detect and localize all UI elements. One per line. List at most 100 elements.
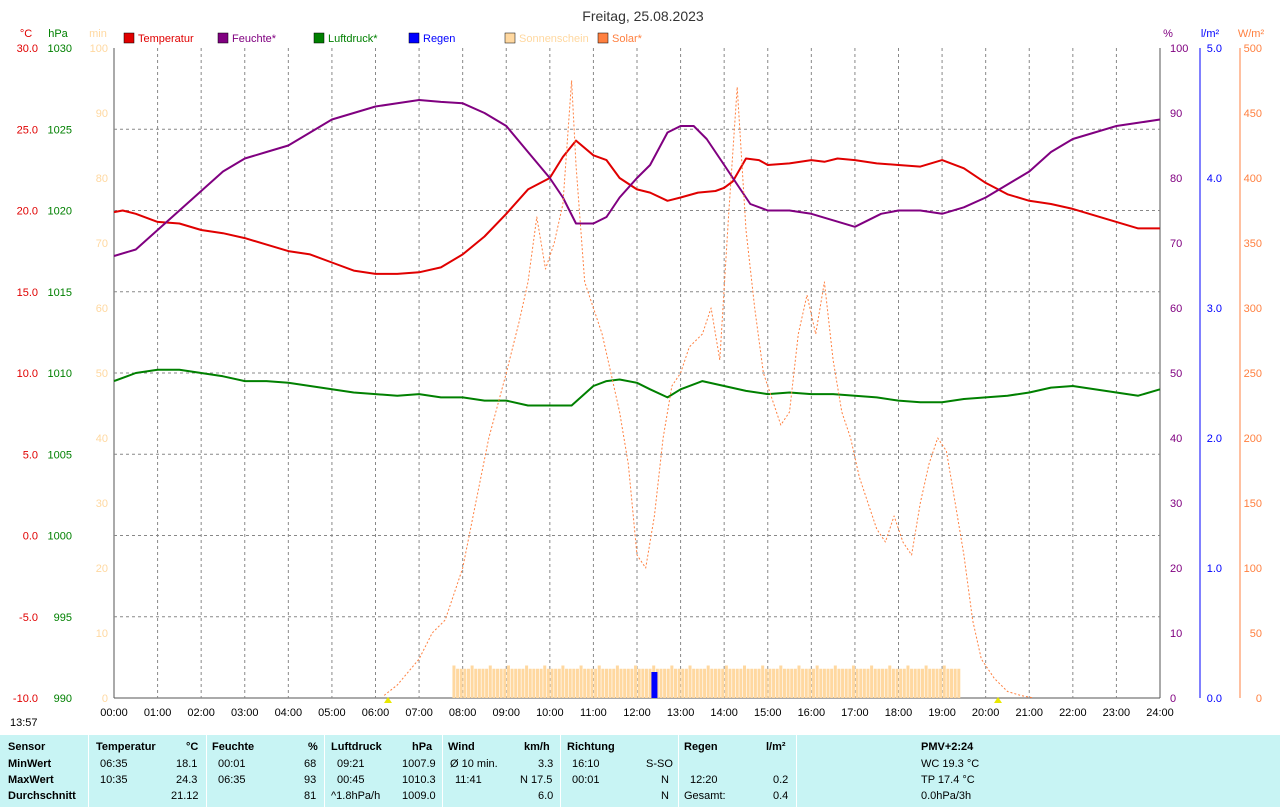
tick-label-solar: 300	[1244, 303, 1262, 315]
max-richt-val: N	[661, 774, 669, 786]
tick-label-x: 08:00	[449, 707, 477, 719]
sunshine-bar	[851, 665, 855, 698]
series-lines	[113, 80, 1161, 699]
tick-label-x: 13:00	[667, 707, 695, 719]
tick-label-pressure: 1015	[48, 287, 72, 299]
sunshine-bar	[459, 668, 463, 698]
sunshine-bar	[884, 668, 888, 698]
tick-label-x: 02:00	[187, 707, 215, 719]
header-pmv: PMV+2:24	[921, 741, 974, 753]
sunshine-bar	[695, 668, 699, 698]
avg-richt-val: N	[661, 790, 669, 802]
tick-label-x: 21:00	[1015, 707, 1043, 719]
max-temp-time: 10:35	[100, 774, 128, 786]
sunshine-bar	[855, 668, 859, 698]
sunshine-bar	[877, 668, 881, 698]
max-druck-val: 1010.3	[402, 774, 436, 786]
tick-label-sunshine: 90	[96, 108, 108, 120]
axis-unit-temp: °C	[20, 28, 32, 40]
sunshine-bar	[586, 668, 590, 698]
row-avg-label: Durchschnitt	[8, 790, 76, 802]
tick-label-solar: 250	[1244, 368, 1262, 380]
tick-label-x: 24:00	[1146, 707, 1174, 719]
sunrise-marker	[384, 697, 392, 703]
tick-label-x: 12:00	[623, 707, 651, 719]
row-max-label: MaxWert	[8, 774, 54, 786]
tick-label-humidity: 0	[1170, 693, 1176, 705]
max-druck-time: 00:45	[337, 774, 365, 786]
sunshine-bar	[706, 665, 710, 698]
sunshine-bar	[681, 668, 685, 698]
max-richt-time: 00:01	[572, 774, 600, 786]
legend-label: Solar*	[612, 33, 643, 45]
sunshine-bar	[590, 668, 594, 698]
max-wind-time: 11:41	[455, 774, 482, 786]
tick-label-humidity: 80	[1170, 173, 1182, 185]
sunshine-bar	[575, 668, 579, 698]
tick-label-sunshine: 30	[96, 498, 108, 510]
sunshine-bar	[710, 668, 714, 698]
tick-label-pressure: 1005	[48, 449, 72, 461]
tick-label-solar: 50	[1250, 628, 1262, 640]
sunshine-bar	[946, 668, 950, 698]
tick-label-x: 10:00	[536, 707, 564, 719]
sunshine-bar	[510, 668, 514, 698]
header-wind-unit: km/h	[524, 741, 550, 753]
sunshine-bar	[644, 668, 648, 698]
tick-label-pressure: 990	[54, 693, 72, 705]
sunshine-bar	[902, 668, 906, 698]
chart-title: Freitag, 25.08.2023	[582, 8, 704, 24]
sunshine-bar	[528, 668, 532, 698]
sunshine-bar	[812, 668, 816, 698]
tick-label-sunshine: 10	[96, 628, 108, 640]
tick-label-temp: 5.0	[23, 449, 38, 461]
sunshine-bar	[561, 665, 565, 698]
sunshine-bar	[743, 665, 747, 698]
sunshine-bar	[470, 665, 474, 698]
tick-label-temp: -10.0	[13, 693, 38, 705]
legend-label: Feuchte*	[232, 33, 277, 45]
tick-label-humidity: 20	[1170, 563, 1182, 575]
sunshine-bar	[488, 665, 492, 698]
max-wind-val: N 17.5	[520, 774, 553, 786]
tick-label-sunshine: 60	[96, 303, 108, 315]
current-time-label: 13:57	[10, 717, 38, 729]
legend-swatch	[504, 32, 516, 44]
tick-label-x: 22:00	[1059, 707, 1087, 719]
tick-label-pressure: 1010	[48, 368, 72, 380]
rain-bar	[651, 672, 658, 698]
tick-label-humidity: 70	[1170, 238, 1182, 250]
sunshine-bar	[550, 668, 554, 698]
series-line-pressure	[113, 368, 1161, 407]
tick-label-temp: 30.0	[17, 43, 38, 55]
sunshine-bar	[750, 668, 754, 698]
sunshine-bar	[761, 665, 765, 698]
sunshine-bar	[503, 668, 507, 698]
sunshine-bar	[474, 668, 478, 698]
sunshine-bar	[637, 668, 641, 698]
sunshine-bar	[557, 668, 561, 698]
tick-label-rain: 5.0	[1207, 43, 1222, 55]
sunshine-bar	[888, 665, 892, 698]
tick-label-humidity: 60	[1170, 303, 1182, 315]
sunshine-bar	[663, 668, 667, 698]
tick-label-sunshine: 0	[102, 693, 108, 705]
sunshine-bar	[837, 668, 841, 698]
pmv-tp: TP 17.4 °C	[921, 774, 975, 786]
legend-swatch	[217, 32, 229, 44]
sunshine-bar	[862, 668, 866, 698]
sunshine-bar	[833, 665, 837, 698]
sunshine-bar	[815, 665, 819, 698]
sunshine-bar	[848, 668, 852, 698]
sunshine-bar	[572, 668, 576, 698]
sunshine-bar	[612, 668, 616, 698]
tick-label-humidity: 100	[1170, 43, 1188, 55]
tick-label-temp: 10.0	[17, 368, 38, 380]
sunshine-bar	[604, 668, 608, 698]
avg-regen-label: Gesamt:	[684, 790, 726, 802]
max-feuchte-val: 93	[304, 774, 317, 786]
sunshine-bar	[830, 668, 834, 698]
tick-label-x: 16:00	[798, 707, 826, 719]
min-temp-val: 18.1	[176, 758, 198, 770]
sunshine-bar	[492, 668, 496, 698]
